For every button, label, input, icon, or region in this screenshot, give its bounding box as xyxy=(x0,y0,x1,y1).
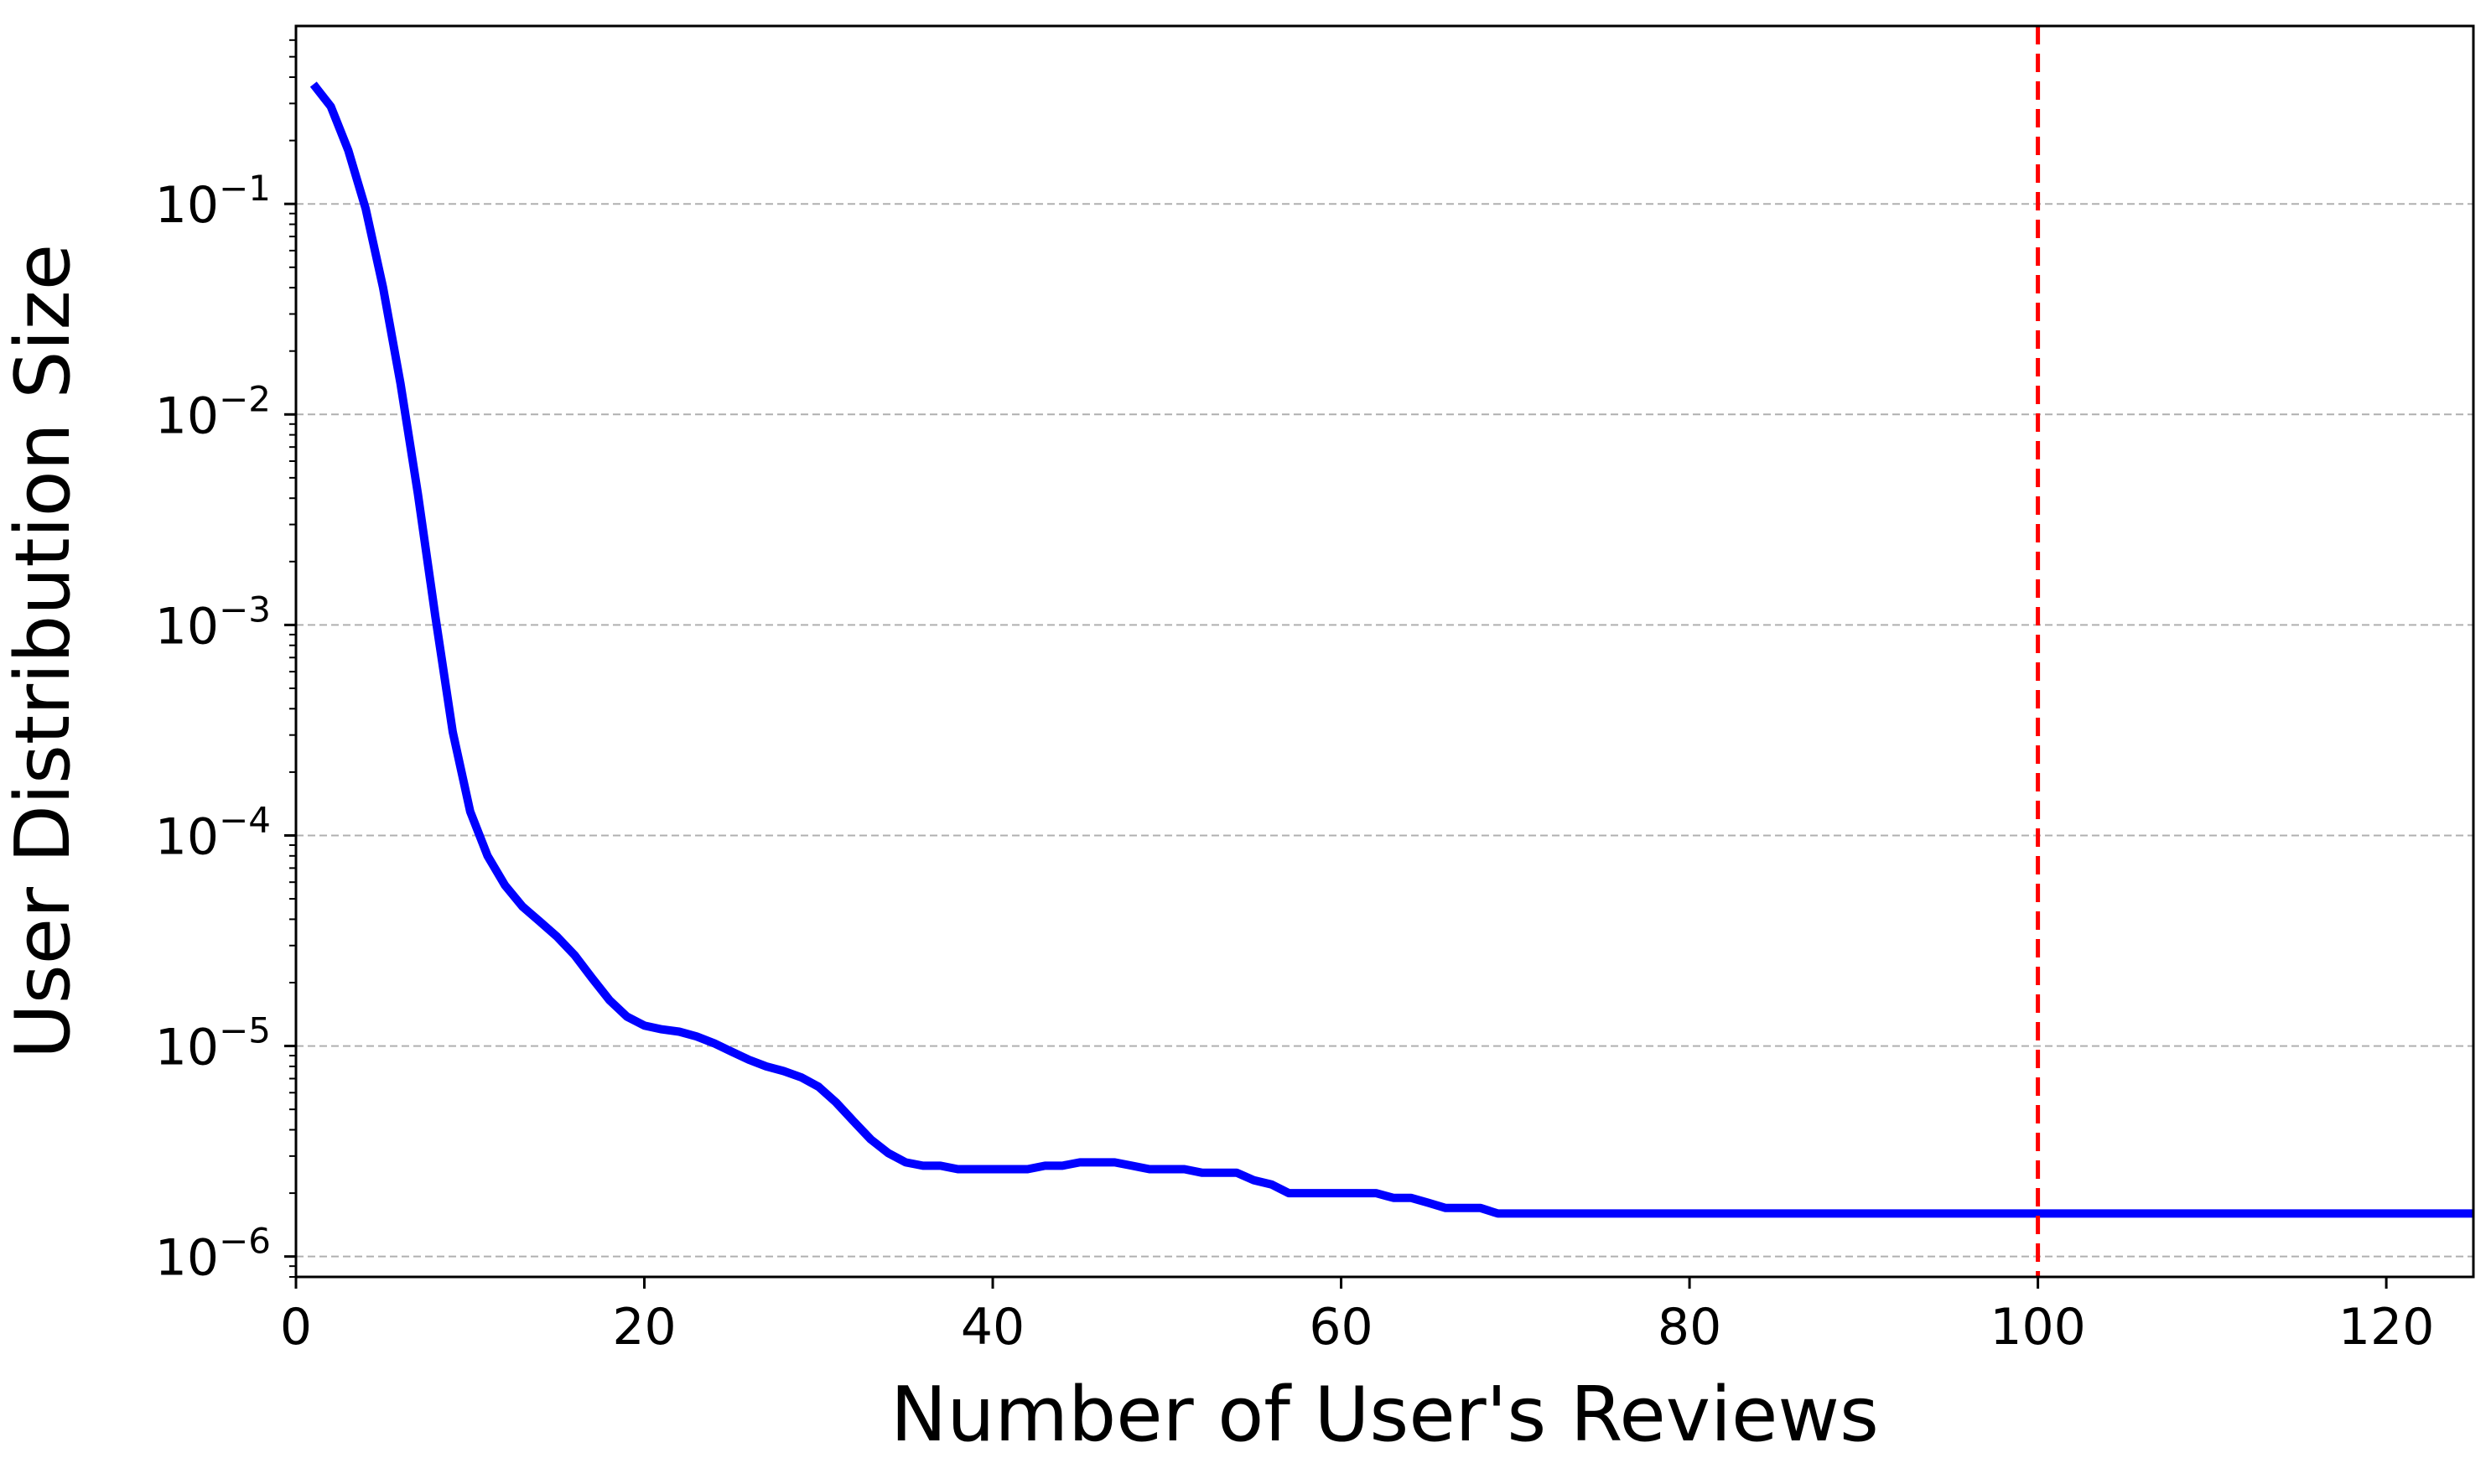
grid-lines xyxy=(296,203,2473,1258)
x-tick-label: 40 xyxy=(961,1298,1025,1357)
x-tick-label: 0 xyxy=(280,1298,312,1357)
y-tick-label: 10−1 xyxy=(155,168,271,235)
y-tick-label: 10−6 xyxy=(155,1221,271,1288)
y-axis-title: User Distribution Size xyxy=(0,244,87,1059)
x-axis-title: Number of User's Reviews xyxy=(890,1371,1879,1459)
series-line xyxy=(309,81,2473,1218)
tick-labels: 10−6 10−5 10−4 10−3 10−2 10−1 0 20 40 60 80 100 120 xyxy=(155,168,2435,1357)
x-tick-label: 80 xyxy=(1658,1298,1721,1357)
x-tick-label: 60 xyxy=(1309,1298,1373,1357)
y-tick-label: 10−5 xyxy=(155,1010,271,1077)
x-tick-label: 20 xyxy=(612,1298,676,1357)
axis-ticks xyxy=(284,39,2388,1289)
y-tick-label: 10−2 xyxy=(155,378,271,445)
plot-frame xyxy=(294,24,2475,1279)
y-tick-label: 10−3 xyxy=(155,589,271,656)
series-layer xyxy=(309,81,2473,1218)
y-tick-label: 10−4 xyxy=(155,799,271,866)
x-tick-label: 100 xyxy=(1990,1298,2086,1357)
x-tick-label: 120 xyxy=(2338,1298,2435,1357)
